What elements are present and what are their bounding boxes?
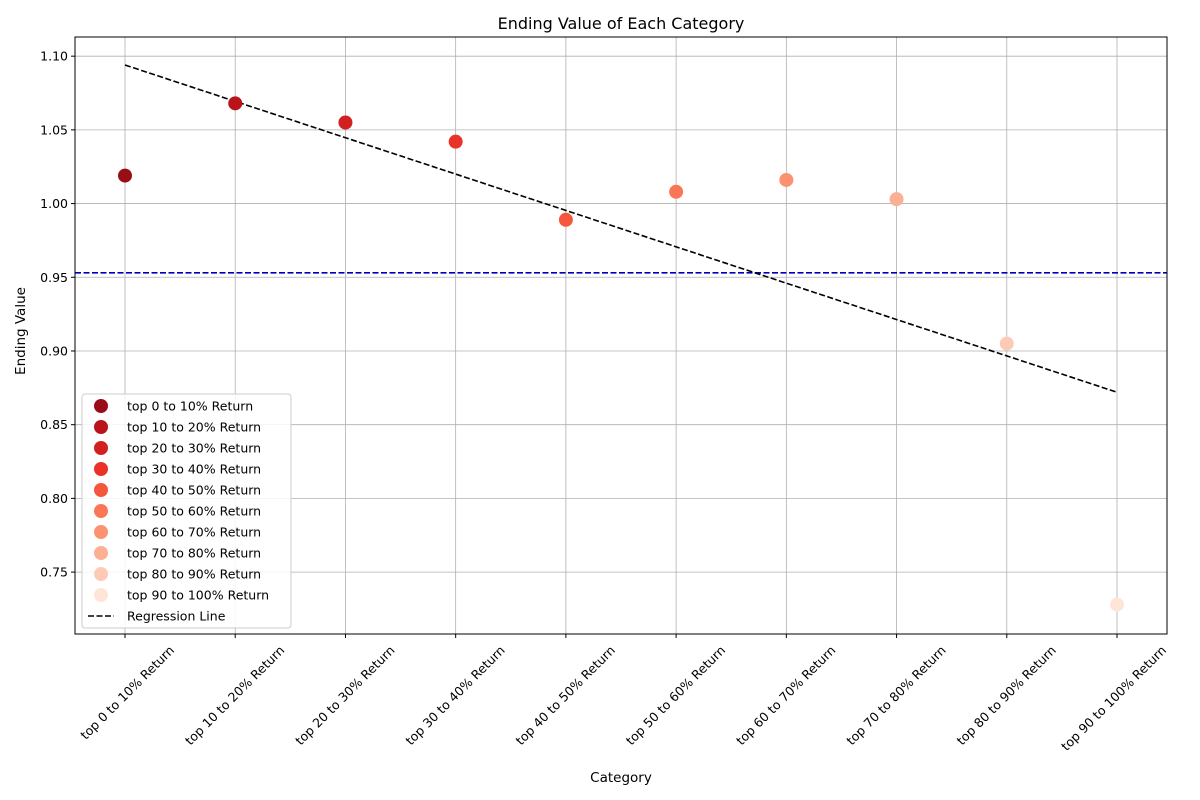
legend-marker-5 <box>94 483 108 497</box>
legend-label-9: top 80 to 90% Return <box>127 567 261 582</box>
legend: top 0 to 10% Return top 10 to 20% Return t… <box>81 393 292 629</box>
x-tick-label: top 0 to 10% Return <box>77 643 177 743</box>
legend-marker-7 <box>94 525 108 539</box>
legend-label-1: top 0 to 10% Return <box>127 399 253 414</box>
y-axis-title: Ending Value <box>13 287 29 375</box>
x-tick-label: top 20 to 30% Return <box>292 643 397 748</box>
x-tick-label: top 90 to 100% Return <box>1058 643 1169 754</box>
legend-label-3: top 20 to 30% Return <box>127 441 261 456</box>
y-tick-label: 0.85 <box>40 417 68 432</box>
legend-regression-label: Regression Line <box>127 609 226 624</box>
data-point-7 <box>779 172 794 187</box>
legend-marker-4 <box>94 462 108 476</box>
legend-marker-3 <box>94 441 108 455</box>
legend-label-4: top 30 to 40% Return <box>127 462 261 477</box>
data-point-10 <box>1110 597 1124 612</box>
legend-marker-8 <box>94 546 108 560</box>
x-tick-label: top 40 to 50% Return <box>513 643 618 748</box>
y-tick-label: 0.80 <box>40 491 68 506</box>
data-point-1 <box>118 168 132 183</box>
reference-layer <box>75 64 1167 394</box>
data-point-9 <box>999 336 1014 351</box>
x-axis-title: Category <box>590 770 652 786</box>
plot-frame <box>74 36 1168 635</box>
data-point-5 <box>558 212 573 227</box>
data-point-4 <box>448 134 463 149</box>
legend-marker-6 <box>94 504 108 518</box>
legend-marker-10 <box>94 588 108 602</box>
x-tick-label: top 50 to 60% Return <box>623 643 728 748</box>
x-tick-label: top 10 to 20% Return <box>182 643 287 748</box>
legend-label-2: top 10 to 20% Return <box>127 420 261 435</box>
legend-label-8: top 70 to 80% Return <box>127 546 261 561</box>
chart-title: Ending Value of Each Category <box>498 14 745 33</box>
legend-frame <box>81 393 292 629</box>
points-layer <box>118 96 1124 612</box>
legend-label-6: top 50 to 60% Return <box>127 504 261 519</box>
legend-marker-2 <box>94 420 108 434</box>
x-tick-label: top 80 to 90% Return <box>953 643 1058 748</box>
x-tick-label: top 60 to 70% Return <box>733 643 838 748</box>
legend-label-10: top 90 to 100% Return <box>127 588 269 603</box>
y-tick-label: 1.05 <box>40 122 68 137</box>
data-point-8 <box>889 192 904 207</box>
y-tick-label: 1.00 <box>40 196 68 211</box>
legend-label-7: top 60 to 70% Return <box>127 525 261 540</box>
y-tick-label: 0.95 <box>40 270 68 285</box>
data-point-3 <box>338 115 353 130</box>
x-tick-label: top 70 to 80% Return <box>843 643 948 748</box>
data-point-2 <box>228 96 243 111</box>
x-tick-label: top 30 to 40% Return <box>402 643 507 748</box>
y-tick-label: 0.75 <box>40 565 68 580</box>
regression-line <box>124 64 1118 394</box>
y-tick-label: 0.90 <box>40 343 68 358</box>
y-tick-label: 1.10 <box>40 49 68 64</box>
legend-label-5: top 40 to 50% Return <box>127 483 261 498</box>
legend-marker-9 <box>94 567 108 581</box>
data-point-6 <box>669 184 684 199</box>
legend-marker-1 <box>94 399 108 413</box>
